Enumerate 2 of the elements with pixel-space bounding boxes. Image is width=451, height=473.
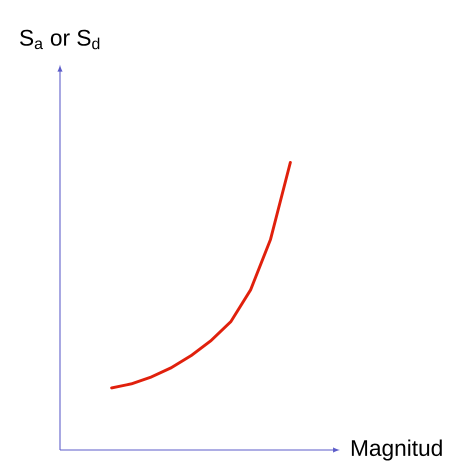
x-axis-title: Magnitud: [352, 439, 442, 461]
y-axis-title: S$_{a}$ or S$_{d}$: [20, 30, 100, 50]
